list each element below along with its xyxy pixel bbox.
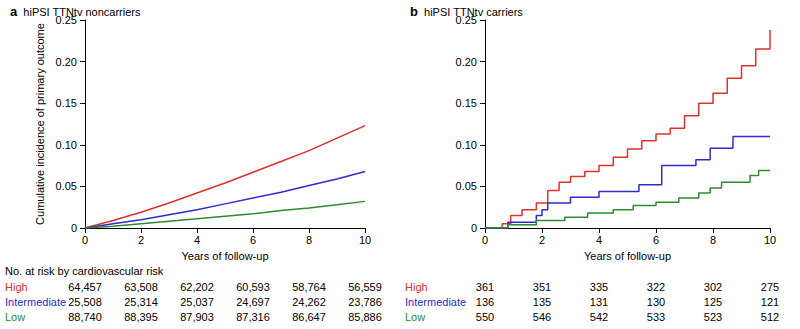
svg-text:4: 4 (194, 234, 200, 246)
svg-text:b: b (410, 4, 418, 19)
svg-text:121: 121 (761, 296, 779, 308)
svg-text:0: 0 (82, 234, 88, 246)
svg-text:125: 125 (704, 296, 722, 308)
svg-text:Cumulative incidence of primar: Cumulative incidence of primary outcome (34, 23, 46, 225)
svg-text:542: 542 (590, 311, 608, 323)
svg-text:Intermediate: Intermediate (5, 296, 66, 308)
svg-text:0.15: 0.15 (56, 97, 77, 109)
svg-text:0.25: 0.25 (55, 14, 77, 26)
svg-text:302: 302 (704, 281, 722, 293)
svg-text:8: 8 (306, 234, 312, 246)
svg-text:0.05: 0.05 (456, 180, 477, 192)
svg-text:10: 10 (764, 234, 776, 246)
svg-text:523: 523 (704, 311, 722, 323)
svg-text:Years of follow-up: Years of follow-up (584, 250, 671, 262)
svg-text:0.10: 0.10 (56, 139, 77, 151)
svg-text:2: 2 (138, 234, 144, 246)
svg-text:2: 2 (539, 234, 545, 246)
svg-text:25,508: 25,508 (68, 296, 102, 308)
svg-text:136: 136 (476, 296, 494, 308)
svg-text:0: 0 (71, 222, 77, 234)
svg-text:6: 6 (250, 234, 256, 246)
svg-text:88,740: 88,740 (68, 311, 102, 323)
svg-text:275: 275 (761, 281, 779, 293)
svg-text:88,395: 88,395 (124, 311, 158, 323)
svg-text:58,764: 58,764 (292, 281, 326, 293)
svg-text:62,202: 62,202 (180, 281, 214, 293)
svg-text:No. at risk by cardiovascular: No. at risk by cardiovascular risk (5, 265, 164, 277)
svg-text:24,262: 24,262 (292, 296, 326, 308)
svg-text:87,903: 87,903 (180, 311, 214, 323)
svg-text:60,593: 60,593 (236, 281, 270, 293)
svg-text:322: 322 (647, 281, 665, 293)
svg-text:Low: Low (5, 311, 25, 323)
svg-text:8: 8 (710, 234, 716, 246)
svg-text:335: 335 (590, 281, 608, 293)
svg-text:High: High (405, 281, 428, 293)
svg-text:361: 361 (476, 281, 494, 293)
svg-text:546: 546 (533, 311, 551, 323)
svg-text:0.20: 0.20 (56, 56, 77, 68)
svg-text:0.05: 0.05 (56, 180, 77, 192)
svg-text:131: 131 (590, 296, 608, 308)
svg-text:56,559: 56,559 (348, 281, 382, 293)
svg-text:hiPSI TTNtv noncarriers: hiPSI TTNtv noncarriers (17, 6, 141, 18)
svg-text:135: 135 (533, 296, 551, 308)
svg-text:533: 533 (647, 311, 665, 323)
svg-text:86,647: 86,647 (292, 311, 326, 323)
svg-text:High: High (5, 281, 28, 293)
svg-text:6: 6 (653, 234, 659, 246)
svg-text:Low: Low (405, 311, 425, 323)
svg-text:10: 10 (359, 234, 371, 246)
svg-text:23,786: 23,786 (348, 296, 382, 308)
svg-text:25,314: 25,314 (124, 296, 158, 308)
svg-text:63,508: 63,508 (124, 281, 158, 293)
svg-text:0: 0 (471, 222, 477, 234)
svg-text:0.15: 0.15 (456, 97, 477, 109)
svg-text:550: 550 (476, 311, 494, 323)
svg-text:130: 130 (647, 296, 665, 308)
svg-text:0.10: 0.10 (456, 139, 477, 151)
svg-text:512: 512 (761, 311, 779, 323)
svg-text:87,316: 87,316 (236, 311, 270, 323)
svg-text:351: 351 (533, 281, 551, 293)
svg-text:25,037: 25,037 (180, 296, 214, 308)
svg-text:85,886: 85,886 (348, 311, 382, 323)
svg-text:4: 4 (596, 234, 602, 246)
svg-text:64,457: 64,457 (68, 281, 102, 293)
svg-text:0.25: 0.25 (455, 14, 477, 26)
svg-text:Intermediate: Intermediate (405, 296, 466, 308)
svg-text:hiPSI TTNtv carriers: hiPSI TTNtv carriers (418, 6, 523, 18)
svg-text:Years of follow-up: Years of follow-up (181, 250, 268, 262)
svg-text:24,697: 24,697 (236, 296, 270, 308)
svg-text:0.20: 0.20 (456, 56, 477, 68)
svg-text:a: a (10, 4, 18, 19)
svg-text:0: 0 (482, 234, 488, 246)
